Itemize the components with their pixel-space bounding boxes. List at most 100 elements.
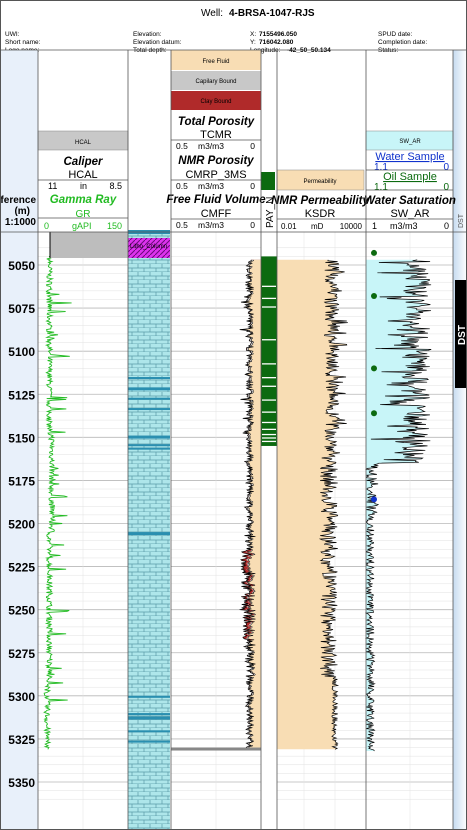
free-fluid-legend-label: Free Fluid bbox=[202, 59, 229, 65]
cmrp-min: 0.5 bbox=[176, 181, 188, 191]
pay-flag-gap bbox=[262, 377, 276, 379]
free-fluid-fill bbox=[242, 259, 261, 748]
pay-flag-gap bbox=[262, 421, 276, 424]
oil-sample-marker bbox=[371, 365, 377, 372]
header-x-label: X: bbox=[250, 31, 256, 38]
depth-labels: 5050 5075 5100 5125 5150 5175 5200 5225 5250 5275… bbox=[8, 259, 35, 790]
sw-min: 1 bbox=[372, 221, 377, 231]
depth-tick-label: 5075 bbox=[8, 302, 35, 316]
pay-flag-gap bbox=[262, 363, 276, 365]
cmff-mnemonic: CMFF bbox=[201, 208, 232, 220]
caliper-title: Caliper bbox=[64, 156, 104, 168]
depth-tick-label: 5250 bbox=[8, 604, 35, 618]
tcmr-max: 0 bbox=[250, 141, 255, 151]
litho-top-hatch bbox=[128, 238, 170, 258]
pay-flag-gap bbox=[262, 428, 276, 431]
ksdr-mnemonic: KSDR bbox=[305, 208, 336, 220]
litho-shale-band bbox=[128, 532, 170, 536]
tcmr-unit: m3/m3 bbox=[198, 141, 224, 151]
water-saturation-fill bbox=[366, 259, 432, 751]
tcmr-min: 0.5 bbox=[176, 141, 188, 151]
dst-bar-label: DST bbox=[457, 325, 467, 345]
header-y-value: 716042.080 bbox=[259, 39, 294, 46]
dst-header-label: DST bbox=[458, 213, 465, 228]
pay-flag-gap bbox=[262, 399, 276, 401]
sw-ar-curve bbox=[364, 259, 432, 752]
pay-flag-gap bbox=[262, 339, 276, 341]
log-curves bbox=[43, 232, 432, 752]
depth-header: Reference (m) 1:1000 bbox=[0, 195, 36, 228]
litho-shale-band bbox=[128, 408, 170, 411]
gr-title: Gamma Ray bbox=[50, 194, 117, 206]
oil-sample-max: 0 bbox=[443, 182, 449, 193]
gr-min: 0 bbox=[44, 221, 49, 231]
header-longitude-label: Longitude: bbox=[250, 47, 281, 54]
litho-shale-band bbox=[128, 695, 170, 698]
tcmr-curve bbox=[239, 259, 255, 748]
pay-flag-gap bbox=[262, 433, 276, 436]
dst-track-background bbox=[453, 50, 467, 830]
cmff-unit: m3/m3 bbox=[198, 220, 224, 230]
gr-mnemonic: GR bbox=[76, 209, 91, 220]
pay-label: PAY_N bbox=[265, 197, 276, 228]
pay-legend-swatch bbox=[261, 172, 275, 190]
cmff-title: Free Fluid Volume bbox=[166, 194, 266, 206]
oil-sample-title: Oil Sample bbox=[383, 171, 437, 183]
litho-shale-band bbox=[128, 387, 170, 391]
pay-flag-gap bbox=[262, 297, 276, 300]
water-sample-min: 1.1 bbox=[374, 162, 388, 173]
litho-column-label: Litho_Column bbox=[130, 244, 167, 250]
litho-shale-band bbox=[128, 397, 170, 400]
oil-sample-marker bbox=[371, 293, 377, 300]
depth-tick-label: 5150 bbox=[8, 431, 35, 445]
depth-title-reference: Reference bbox=[0, 195, 36, 206]
cmff-curve bbox=[242, 259, 256, 748]
sw-mnemonic: SW_AR bbox=[390, 208, 429, 220]
header-status: Status: bbox=[378, 47, 398, 54]
header-longitude-value: -42_50_50.134 bbox=[287, 47, 331, 54]
track6-header: SW_AR Water Sample 1.1 0 Oil Sample 1.1 … bbox=[364, 130, 456, 231]
depth-tick-label: 5200 bbox=[8, 518, 35, 532]
litho-shale-band bbox=[128, 444, 170, 447]
litho-column-fill bbox=[128, 232, 170, 829]
water-sample-marker bbox=[371, 496, 377, 503]
gr-unit: gAPI bbox=[72, 221, 92, 231]
header-completion-date: Completion date: bbox=[378, 39, 427, 46]
permeability-fill bbox=[277, 259, 348, 750]
caliper-min: 11 bbox=[48, 181, 57, 191]
pay-header: PAY_N bbox=[261, 172, 276, 228]
pay-flag-gap bbox=[262, 285, 276, 287]
depth-tick-label: 5125 bbox=[8, 388, 35, 402]
depth-title-unit: (m) bbox=[14, 206, 30, 217]
pay-flag-gap bbox=[262, 306, 276, 308]
well-title-prefix: Well: bbox=[201, 8, 223, 19]
header-total-depth: Total depth: bbox=[133, 47, 167, 54]
litho-header: Litho_Column bbox=[130, 244, 167, 250]
water-sample-max: 0 bbox=[443, 162, 449, 173]
cmrp-max: 0 bbox=[250, 181, 255, 191]
depth-tick-label: 5050 bbox=[8, 259, 35, 273]
permeability-box-label: Permeability bbox=[303, 179, 336, 185]
free-fluid-legend bbox=[171, 50, 261, 70]
ksdr-curve bbox=[318, 259, 348, 750]
header-short-name: Short name: bbox=[5, 39, 41, 46]
litho-shale-band bbox=[128, 377, 170, 380]
depth-track-background bbox=[0, 50, 38, 830]
track3-header: Free Fluid Capilary Bound Clay Bound Tot… bbox=[166, 50, 266, 230]
capilary-bound-legend-label: Capilary Bound bbox=[195, 79, 236, 85]
hcal-box-label: HCAL bbox=[75, 140, 92, 146]
dst-header: DST bbox=[458, 213, 465, 228]
header-elevation-datum: Elevation datum: bbox=[133, 39, 182, 46]
cmff-max: 0 bbox=[250, 220, 255, 230]
litho-shale-band bbox=[128, 713, 170, 716]
litho-shale-band bbox=[128, 716, 170, 720]
oil-sample-marker bbox=[371, 410, 377, 417]
oil-sample-marker bbox=[371, 249, 377, 256]
pay-flag bbox=[261, 256, 277, 446]
caliper-fill bbox=[50, 232, 128, 258]
cmrp-mnemonic: CMRP_3MS bbox=[185, 169, 246, 181]
caliper-unit: in bbox=[80, 181, 87, 191]
tcmr-title: Total Porosity bbox=[178, 116, 255, 128]
tcmr-mnemonic: TCMR bbox=[200, 129, 232, 141]
